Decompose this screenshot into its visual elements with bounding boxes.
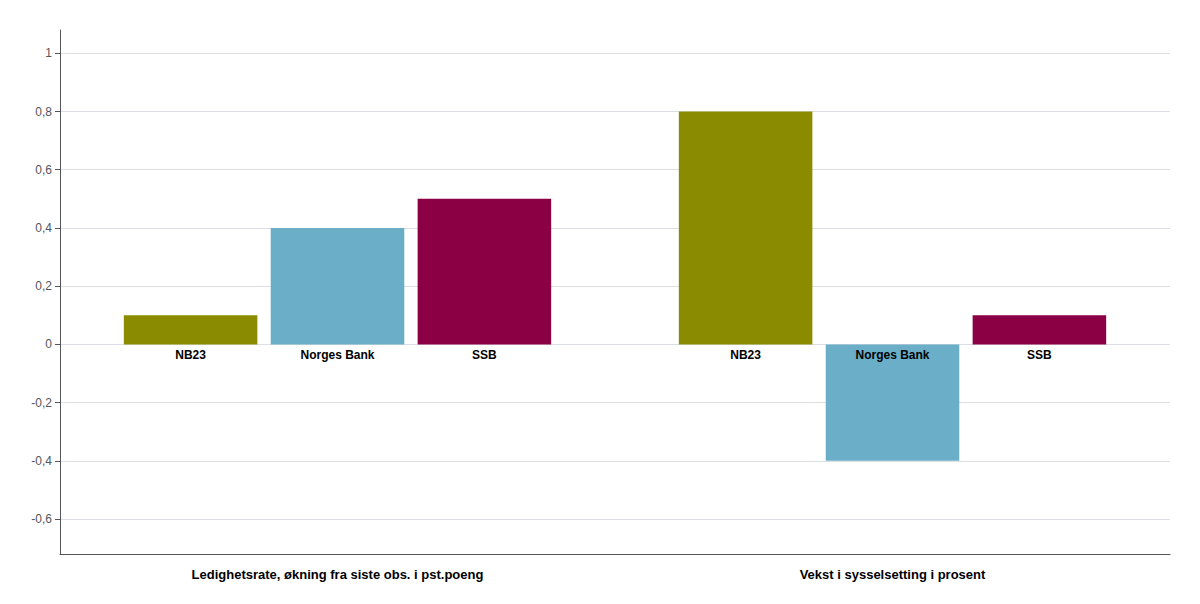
svg-text:0: 0 xyxy=(45,337,52,351)
svg-text:SSB: SSB xyxy=(472,348,497,362)
svg-text:-0,6: -0,6 xyxy=(31,512,52,526)
svg-text:NB23: NB23 xyxy=(730,348,761,362)
svg-text:Ledighetsrate, økning fra sist: Ledighetsrate, økning fra siste obs. i p… xyxy=(192,567,484,582)
svg-text:Vekst i sysselsetting i prosen: Vekst i sysselsetting i prosent xyxy=(800,567,986,582)
svg-text:0,6: 0,6 xyxy=(35,163,52,177)
svg-text:-0,2: -0,2 xyxy=(31,396,52,410)
svg-text:Norges Bank: Norges Bank xyxy=(855,348,929,362)
svg-text:0,4: 0,4 xyxy=(35,221,52,235)
svg-text:0,2: 0,2 xyxy=(35,279,52,293)
svg-text:Norges Bank: Norges Bank xyxy=(300,348,374,362)
svg-text:NB23: NB23 xyxy=(175,348,206,362)
svg-text:0,8: 0,8 xyxy=(35,105,52,119)
svg-text:1: 1 xyxy=(45,46,52,60)
svg-text:-0,4: -0,4 xyxy=(31,454,52,468)
svg-text:SSB: SSB xyxy=(1027,348,1052,362)
